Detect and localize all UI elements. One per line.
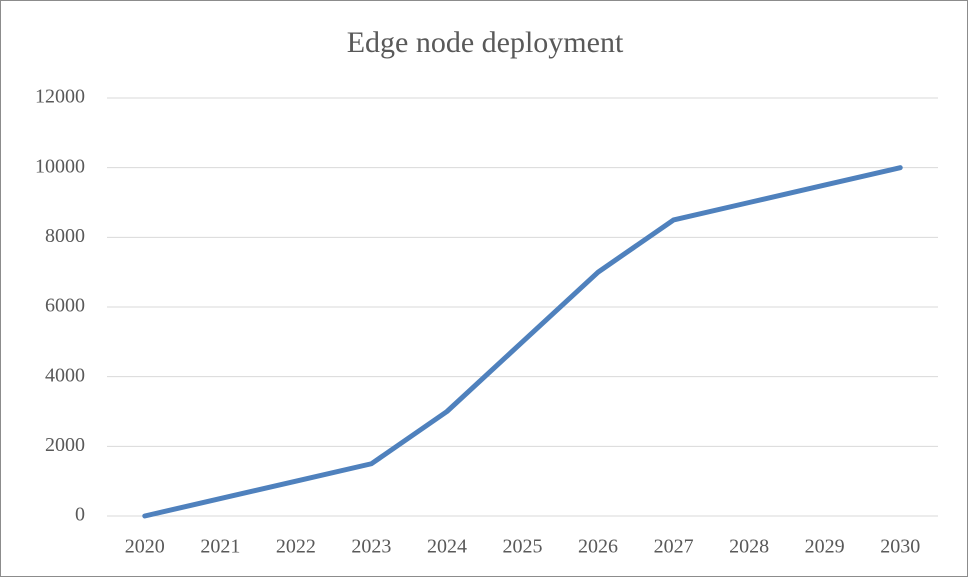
chart-title: Edge node deployment xyxy=(347,26,624,59)
y-tick-label: 4000 xyxy=(45,364,85,386)
line-series xyxy=(142,165,903,519)
x-tick-label: 2022 xyxy=(276,536,316,558)
y-tick-label: 8000 xyxy=(45,225,85,247)
x-tick-label: 2029 xyxy=(805,536,845,558)
x-tick-label: 2020 xyxy=(125,536,165,558)
x-tick-label: 2026 xyxy=(578,536,618,558)
x-tick-label: 2028 xyxy=(729,536,769,558)
x-tick-label: 2021 xyxy=(200,536,240,558)
y-tick-label: 10000 xyxy=(35,155,85,177)
x-tick-label: 2027 xyxy=(654,536,694,558)
x-tick-label: 2025 xyxy=(503,536,543,558)
y-tick-label: 2000 xyxy=(45,434,85,456)
y-tick-label: 12000 xyxy=(35,86,85,108)
x-tick-label: 2023 xyxy=(351,536,391,558)
y-tick-label: 0 xyxy=(75,504,85,526)
x-tick-label: 2024 xyxy=(427,536,467,558)
x-tick-label: 2030 xyxy=(880,536,920,558)
y-tick-label: 6000 xyxy=(45,295,85,317)
